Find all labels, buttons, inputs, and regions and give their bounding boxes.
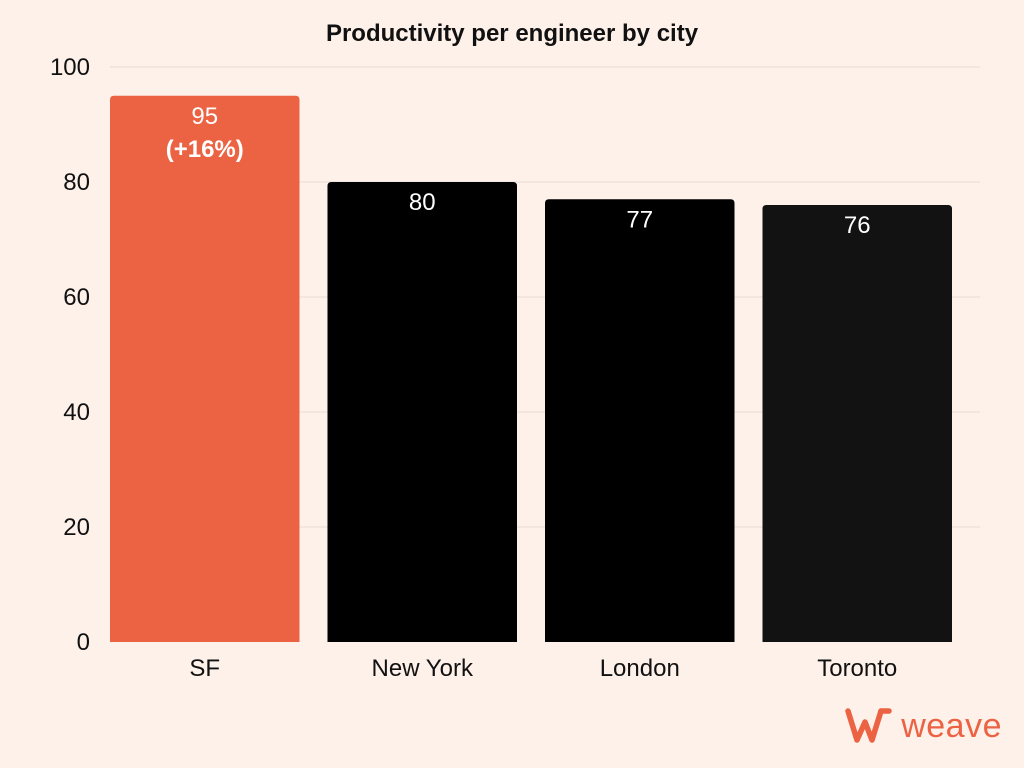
bar-new-york <box>327 182 517 642</box>
data-label: 76 <box>844 212 871 239</box>
x-category-label: London <box>600 655 680 682</box>
data-label: 95 <box>191 103 218 130</box>
x-category-label: New York <box>372 655 474 682</box>
bar-sf <box>110 95 300 642</box>
x-category-label: Toronto <box>817 655 897 682</box>
y-tick-label: 40 <box>63 399 90 426</box>
weave-logo: weave <box>845 706 1002 746</box>
weave-logo-icon <box>845 708 892 743</box>
data-label-note: (+16%) <box>166 136 244 163</box>
bar-toronto <box>762 205 952 642</box>
y-tick-label: 60 <box>63 284 90 311</box>
data-labels: 95 (+16%) 80 77 76 <box>166 103 871 239</box>
chart-title: Productivity per engineer by city <box>326 20 699 47</box>
y-tick-label: 80 <box>63 169 90 196</box>
x-axis-categories: SF New York London Toronto <box>189 655 897 682</box>
x-category-label: SF <box>189 655 220 682</box>
data-label: 80 <box>409 189 436 216</box>
y-axis-ticks: 0 20 40 60 80 100 <box>50 54 90 656</box>
y-tick-label: 0 <box>77 629 90 656</box>
data-label: 77 <box>626 206 653 233</box>
bar-london <box>545 199 735 642</box>
y-tick-label: 20 <box>63 514 90 541</box>
y-tick-label: 100 <box>50 54 90 81</box>
brand-name: weave <box>901 706 1002 745</box>
bars <box>110 95 952 642</box>
